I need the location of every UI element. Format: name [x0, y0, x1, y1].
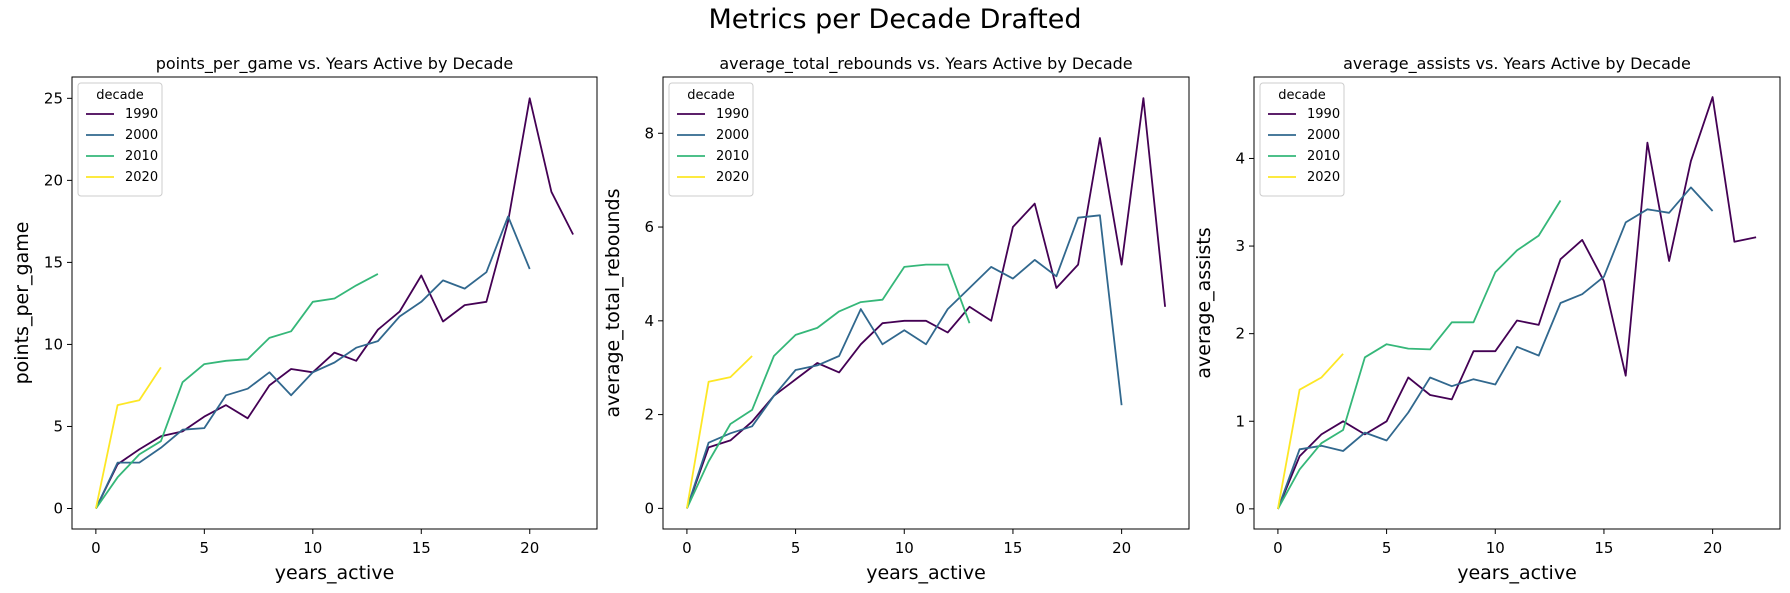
legend: decade 1990 2000 2010 2020	[1259, 82, 1345, 197]
legend-label-2020: 2020	[1307, 170, 1340, 185]
series-line-2010	[686, 263, 971, 509]
y-tick-label: 8	[644, 124, 654, 142]
y-tick-label: 4	[644, 312, 654, 330]
x-tick-label: 15	[1594, 539, 1613, 557]
axes-frame	[1253, 76, 1781, 530]
legend-title: decade	[1278, 88, 1326, 103]
series-line-1990	[1277, 96, 1757, 510]
y-tick-label: 0	[1235, 500, 1245, 518]
subplot-1: 0 5 10 15 20 0 5 10 15 20 25 points_per_game vs. Ye…	[11, 54, 598, 584]
x-tick-label: 10	[895, 539, 914, 557]
y-tick-label: 1	[1235, 412, 1245, 430]
subplot-2: 0 5 10 15 20 0 2 4 6 8 average_total_rebounds vs. …	[602, 54, 1190, 584]
series-line-2010	[95, 273, 379, 510]
legend-label-1990: 1990	[125, 107, 158, 122]
x-tick-label: 5	[791, 539, 801, 557]
subplot-3: 0 5 10 15 20 0 1 2 3 4 average_assists vs. Years A…	[1193, 54, 1781, 584]
y-tick-label: 2	[1235, 325, 1245, 343]
legend-box	[668, 82, 754, 197]
legend-label-2010: 2010	[125, 149, 158, 164]
x-tick-label: 0	[91, 539, 101, 557]
x-tick-label: 15	[1003, 539, 1022, 557]
legend-label-1990: 1990	[716, 107, 749, 122]
legend-label-2020: 2020	[716, 170, 749, 185]
y-tick-label: 0	[644, 499, 654, 517]
legend: decade 1990 2000 2010 2020	[668, 82, 754, 197]
subplot-title: average_total_rebounds vs. Years Active …	[719, 54, 1132, 74]
x-tick-label: 20	[1112, 539, 1131, 557]
figure-title: Metrics per Decade Drafted	[708, 4, 1082, 35]
series-line-2000	[1277, 186, 1714, 510]
x-tick-label: 20	[520, 539, 539, 557]
series-line-2000	[686, 214, 1123, 509]
x-tick-label: 10	[303, 539, 322, 557]
x-tick-label: 10	[1486, 539, 1505, 557]
legend-label-2020: 2020	[125, 170, 158, 185]
series-line-1990	[686, 97, 1166, 509]
legend-label-2000: 2000	[125, 128, 158, 143]
legend-title: decade	[687, 88, 735, 103]
series-line-2020	[686, 355, 753, 509]
axes-frame	[71, 76, 598, 530]
x-axis-label: years_active	[275, 562, 395, 584]
x-tick-label: 0	[1273, 539, 1283, 557]
legend: decade 1990 2000 2010 2020	[77, 82, 163, 197]
y-axis-label: average_total_rebounds	[602, 188, 624, 417]
y-tick-label: 6	[644, 218, 654, 236]
series-line-2020	[1277, 353, 1344, 510]
legend-label-2000: 2000	[1307, 128, 1340, 143]
x-tick-label: 20	[1703, 539, 1722, 557]
series-line-1990	[95, 97, 574, 509]
y-tick-label: 2	[644, 406, 654, 424]
y-tick-label: 4	[1235, 149, 1245, 167]
y-axis-label: average_assists	[1193, 227, 1215, 378]
y-tick-label: 20	[44, 171, 63, 189]
series-line-2020	[95, 366, 162, 509]
x-tick-label: 15	[412, 539, 431, 557]
y-tick-label: 25	[44, 89, 63, 107]
subplot-title: points_per_game vs. Years Active by Deca…	[156, 54, 514, 74]
y-tick-label: 10	[44, 335, 63, 353]
y-tick-label: 3	[1235, 237, 1245, 255]
y-tick-label: 0	[53, 499, 63, 517]
legend-title: decade	[96, 88, 144, 103]
axes-frame	[662, 76, 1190, 530]
series-line-2010	[1277, 200, 1562, 510]
legend-box	[77, 82, 163, 197]
x-tick-label: 5	[200, 539, 210, 557]
x-axis-label: years_active	[1457, 562, 1577, 584]
y-axis-label: points_per_game	[11, 222, 33, 385]
legend-label-2010: 2010	[716, 149, 749, 164]
legend-label-2000: 2000	[716, 128, 749, 143]
legend-label-1990: 1990	[1307, 107, 1340, 122]
x-tick-label: 0	[682, 539, 692, 557]
legend-box	[1259, 82, 1345, 197]
y-tick-label: 5	[53, 417, 63, 435]
subplot-title: average_assists vs. Years Active by Deca…	[1343, 54, 1691, 74]
y-tick-label: 15	[44, 253, 63, 271]
x-axis-label: years_active	[866, 562, 986, 584]
x-tick-label: 5	[1382, 539, 1392, 557]
legend-label-2010: 2010	[1307, 149, 1340, 164]
series-line-2000	[95, 215, 531, 509]
